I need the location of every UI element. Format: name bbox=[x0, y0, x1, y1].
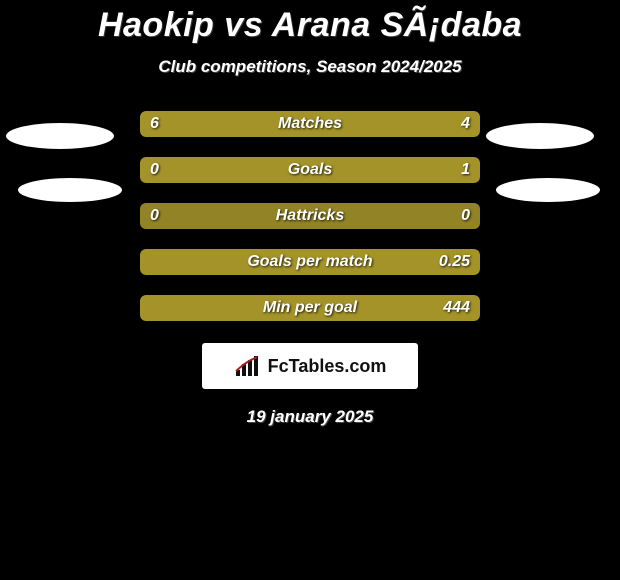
bars-icon bbox=[234, 354, 262, 378]
stat-value-left: 0 bbox=[150, 157, 159, 183]
page-title: Haokip vs Arana SÃ¡daba bbox=[0, 0, 620, 47]
bar-track bbox=[140, 295, 480, 321]
bar-fill-zero bbox=[140, 203, 480, 229]
title-player1: Haokip bbox=[98, 6, 214, 44]
player1-club-placeholder bbox=[18, 178, 122, 202]
bar-fill-right bbox=[344, 111, 480, 137]
bar-fill-right bbox=[140, 295, 480, 321]
player2-avatar-placeholder bbox=[486, 123, 594, 149]
bar-fill-left bbox=[140, 111, 344, 137]
title-player2: Arana SÃ¡daba bbox=[272, 6, 522, 44]
comparison-infographic: Haokip vs Arana SÃ¡daba Club competition… bbox=[0, 0, 620, 427]
player2-club-placeholder bbox=[496, 178, 600, 202]
date-label: 19 january 2025 bbox=[0, 407, 620, 427]
stat-row: Min per goal444 bbox=[0, 285, 620, 331]
stat-row: Goals per match0.25 bbox=[0, 239, 620, 285]
subtitle: Club competitions, Season 2024/2025 bbox=[0, 57, 620, 77]
stat-value-right: 1 bbox=[461, 157, 470, 183]
fctables-logo: FcTables.com bbox=[202, 343, 418, 389]
bar-track bbox=[140, 203, 480, 229]
stat-value-left: 0 bbox=[150, 203, 159, 229]
stat-value-right: 0 bbox=[461, 203, 470, 229]
bar-track bbox=[140, 111, 480, 137]
bar-track bbox=[140, 157, 480, 183]
stat-value-right: 4 bbox=[461, 111, 470, 137]
stat-value-right: 0.25 bbox=[439, 249, 470, 275]
title-vs: vs bbox=[224, 6, 263, 44]
bar-track bbox=[140, 249, 480, 275]
bar-fill-right bbox=[140, 249, 480, 275]
bar-fill-right bbox=[201, 157, 480, 183]
player1-avatar-placeholder bbox=[6, 123, 114, 149]
logo-text: FcTables.com bbox=[268, 356, 387, 377]
stat-value-left: 6 bbox=[150, 111, 159, 137]
stat-value-right: 444 bbox=[443, 295, 470, 321]
